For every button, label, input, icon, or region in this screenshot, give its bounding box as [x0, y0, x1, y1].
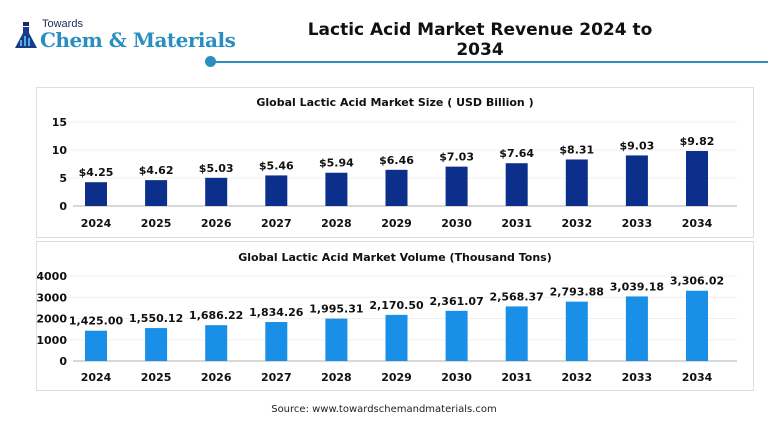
- x-tick-label: 2034: [682, 217, 713, 230]
- x-tick-label: 2033: [622, 217, 653, 230]
- data-label: $6.46: [379, 154, 414, 167]
- logo-line2: Chem & Materials: [40, 28, 236, 52]
- bar-2034: [686, 290, 708, 361]
- data-label: 1,550.12: [129, 312, 183, 325]
- chart-title: Global Lactic Acid Market Size ( USD Bil…: [256, 96, 533, 109]
- data-label: 2,793.88: [550, 286, 604, 299]
- bar-2024: [85, 330, 107, 361]
- x-tick-label: 2029: [381, 371, 412, 384]
- title-rule: [212, 61, 768, 63]
- y-tick-label: 0: [59, 200, 67, 213]
- bar-2032: [565, 301, 588, 361]
- data-label: 3,306.02: [670, 275, 724, 288]
- bar-2031: [505, 306, 528, 361]
- bar-2026: [205, 177, 228, 206]
- page-title: Lactic Acid Market Revenue 2024 to 2034: [307, 20, 653, 60]
- x-tick-label: 2028: [321, 217, 352, 230]
- bar-2024: [85, 182, 107, 206]
- x-tick-label: 2032: [561, 371, 592, 384]
- market-volume-chart: Global Lactic Acid Market Volume (Thousa…: [37, 251, 737, 384]
- data-label: 2,361.07: [429, 295, 483, 308]
- y-tick-label: 0: [59, 355, 67, 368]
- data-label: $4.62: [139, 164, 174, 177]
- y-tick-label: 2000: [37, 313, 67, 326]
- data-label: $4.25: [79, 166, 114, 179]
- x-tick-label: 2026: [201, 217, 232, 230]
- bar-2028: [325, 318, 348, 361]
- data-label: $5.46: [259, 159, 294, 172]
- x-tick-label: 2027: [261, 371, 292, 384]
- data-label: $8.31: [559, 143, 594, 156]
- x-tick-label: 2025: [141, 371, 172, 384]
- bar-2027: [265, 175, 288, 206]
- x-tick-label: 2031: [501, 217, 532, 230]
- y-tick-label: 3000: [37, 291, 67, 304]
- x-tick-label: 2032: [561, 217, 592, 230]
- data-label: $7.03: [439, 151, 474, 164]
- x-tick-label: 2029: [381, 217, 412, 230]
- data-label: 3,039.18: [610, 280, 664, 293]
- chart-panel-volume: Global Lactic Acid Market Volume (Thousa…: [36, 241, 754, 391]
- data-label: $9.82: [680, 135, 715, 148]
- y-tick-label: 5: [59, 172, 67, 185]
- data-label: 1,686.22: [189, 309, 243, 322]
- x-tick-label: 2026: [201, 371, 232, 384]
- data-label: $5.03: [199, 162, 234, 175]
- x-tick-label: 2024: [81, 217, 112, 230]
- y-tick-label: 4000: [37, 270, 67, 283]
- data-label: $9.03: [620, 139, 655, 152]
- y-tick-label: 15: [52, 116, 67, 129]
- data-label: $5.94: [319, 157, 354, 170]
- y-tick-label: 10: [52, 144, 68, 157]
- x-tick-label: 2033: [622, 371, 653, 384]
- bar-2033: [625, 296, 648, 361]
- bar-2032: [565, 159, 588, 206]
- rule-dot: [205, 56, 216, 67]
- x-tick-label: 2034: [682, 371, 713, 384]
- bar-2029: [385, 169, 408, 206]
- bar-2030: [445, 166, 468, 206]
- x-tick-label: 2027: [261, 217, 292, 230]
- x-tick-label: 2030: [441, 217, 472, 230]
- x-tick-label: 2024: [81, 371, 112, 384]
- data-label: 1,995.31: [309, 303, 363, 316]
- x-tick-label: 2028: [321, 371, 352, 384]
- chart-title: Global Lactic Acid Market Volume (Thousa…: [238, 251, 552, 264]
- data-label: 1,425.00: [69, 315, 124, 328]
- bar-2029: [385, 314, 408, 361]
- y-tick-label: 1000: [37, 334, 67, 347]
- flask-icon: [15, 22, 37, 48]
- bar-2028: [325, 172, 348, 206]
- bar-2027: [265, 322, 288, 361]
- bar-2034: [686, 151, 708, 206]
- bar-2033: [625, 155, 648, 206]
- x-tick-label: 2030: [441, 371, 472, 384]
- bar-2030: [445, 310, 468, 361]
- bar-2025: [145, 328, 168, 361]
- logo-line1: Towards: [42, 18, 83, 30]
- x-tick-label: 2025: [141, 217, 172, 230]
- data-label: $7.64: [499, 147, 534, 160]
- bar-2025: [145, 180, 168, 206]
- source-text: Source: www.towardschemandmaterials.com: [271, 404, 497, 415]
- market-size-chart: Global Lactic Acid Market Size ( USD Bil…: [52, 96, 737, 230]
- data-label: 2,170.50: [369, 299, 424, 312]
- data-label: 1,834.26: [249, 306, 304, 319]
- data-label: 2,568.37: [490, 290, 544, 303]
- chart-panel-size: Global Lactic Acid Market Size ( USD Bil…: [36, 87, 754, 238]
- x-tick-label: 2031: [501, 371, 532, 384]
- bar-2031: [505, 163, 528, 206]
- bar-2026: [205, 325, 228, 361]
